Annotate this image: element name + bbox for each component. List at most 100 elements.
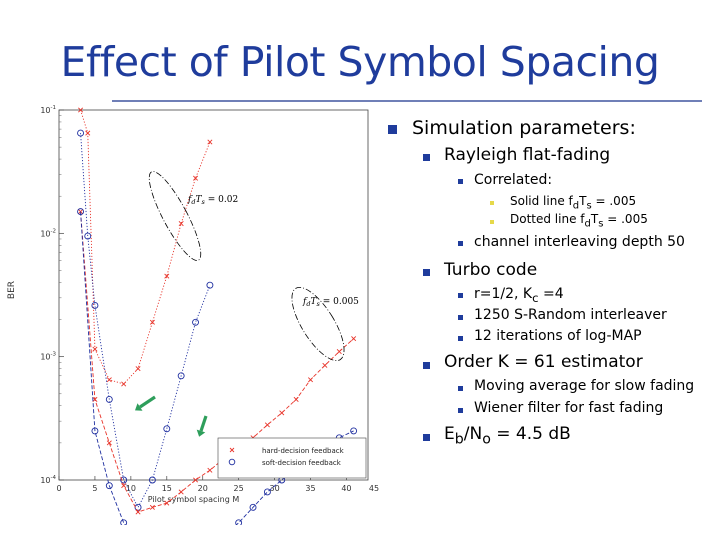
point-x-marker: [164, 273, 170, 279]
point-x-marker: [178, 221, 184, 227]
bullet-marker: [458, 386, 463, 391]
bullet-interleaving: channel interleaving depth 50: [474, 234, 685, 250]
bullet-marker: [458, 315, 463, 320]
bullet-marker: [388, 125, 397, 134]
y-tick-label: 10-1: [40, 105, 56, 115]
series-line-2: [80, 211, 354, 513]
y-tick-label: 10-3: [40, 352, 56, 362]
bullet-marker: [458, 179, 463, 184]
arrow-slow-fading: [139, 395, 156, 409]
x-tick-label: 15: [162, 484, 172, 493]
point-o-marker: [120, 476, 128, 484]
y-axis-label: BER: [7, 281, 17, 299]
bullet-marker: [490, 220, 494, 224]
point-o-marker: [91, 302, 99, 309]
point-o-marker: [148, 476, 156, 484]
point-x-marker: [135, 509, 141, 515]
point-o-marker: [192, 318, 199, 326]
point-o-marker: [206, 281, 214, 289]
bullet-estimator: Order K = 61 estimator: [444, 352, 643, 372]
bullet-correlated: Correlated:: [474, 172, 553, 188]
y-tick-label: 10-2: [40, 228, 56, 238]
bullet-marker: [423, 269, 430, 276]
point-x-marker: [164, 500, 170, 506]
bullet-marker: [458, 241, 463, 246]
ellipse-fdts-0005: [291, 286, 345, 362]
bullet-marker: [423, 154, 430, 161]
series-line-0: [80, 109, 211, 385]
point-x-marker: [106, 440, 112, 446]
point-x-marker: [149, 504, 155, 510]
legend-soft-label: soft-decision feedback: [262, 459, 342, 467]
point-x-marker: [135, 366, 141, 372]
point-o-marker: [163, 425, 171, 433]
point-x-marker: [85, 130, 91, 136]
point-x-marker: [178, 489, 184, 495]
point-x-marker: [121, 381, 127, 387]
bullet-marker: [458, 408, 463, 413]
point-x-marker: [264, 422, 270, 428]
point-o-marker: [249, 503, 257, 511]
point-x-marker: [307, 377, 314, 383]
point-o-marker: [91, 427, 99, 435]
point-x-marker: [92, 346, 98, 352]
point-x-marker: [193, 477, 199, 483]
plot-frame: [58, 109, 369, 481]
x-tick-label: 35: [305, 484, 315, 493]
point-o-marker: [263, 488, 271, 496]
point-x-marker: [78, 209, 84, 215]
x-axis-label: Pilot symbol spacing M: [148, 495, 240, 504]
bullet-marker: [490, 201, 494, 205]
bullet-rate: r=1/2, Kc =4: [474, 286, 564, 305]
bullet-marker: [423, 434, 430, 441]
x-tick-label: 0: [56, 484, 61, 493]
bullet-turbo: Turbo code: [444, 260, 538, 280]
title-rule: [112, 100, 702, 102]
label-fdts-0005: fdTs = 0.005: [302, 297, 359, 308]
x-tick-label: 30: [269, 484, 279, 493]
point-x-marker: [207, 139, 213, 145]
x-tick-label: 40: [341, 484, 351, 493]
bullet-marker: [458, 336, 463, 341]
legend-soft-marker: [228, 458, 236, 466]
bullet-wiener: Wiener filter for fast fading: [474, 400, 664, 416]
ber-chart: 0 5 10 15 20 25 30 35 40 45 10-1 10-2 10-3 10-4 Pilot …: [7, 105, 379, 525]
arrow-slow-fading-head: [135, 403, 143, 411]
bullet-solid-line: Solid line fdTs = .005: [510, 194, 637, 212]
point-x-marker: [293, 396, 299, 402]
point-o-marker: [84, 232, 92, 240]
x-tick-label: 20: [198, 484, 208, 493]
bullet-sim-params: Simulation parameters:: [412, 117, 636, 139]
arrow-fast-fading: [199, 415, 208, 432]
point-x-marker: [279, 410, 285, 416]
bullet-marker: [423, 362, 430, 369]
point-x-marker: [336, 349, 342, 355]
point-o-marker: [77, 208, 85, 216]
point-x-marker: [121, 483, 127, 489]
point-x-marker: [106, 377, 112, 383]
bullet-iterations: 12 iterations of log-MAP: [474, 328, 642, 344]
slide-title: Effect of Pilot Symbol Spacing: [60, 38, 660, 86]
x-tick-label: 5: [92, 484, 97, 493]
bullet-eb-no: Eb/No = 4.5 dB: [444, 424, 571, 448]
point-x-marker: [207, 467, 213, 473]
point-o-marker: [134, 503, 142, 511]
point-o-marker: [77, 129, 85, 137]
x-tick-label: 10: [126, 484, 136, 493]
point-x-marker: [92, 396, 98, 402]
point-o-marker: [120, 519, 128, 525]
arrow-fast-fading-head: [196, 429, 206, 437]
bullet-moving-avg: Moving average for slow fading: [474, 378, 695, 394]
bullet-interleaver: 1250 S-Random interleaver: [474, 307, 667, 323]
point-x-marker: [193, 175, 199, 181]
ellipse-fdts-002: [148, 171, 202, 261]
legend-hard-label: hard-decision feedback: [262, 447, 345, 455]
bullet-rayleigh: Rayleigh flat-fading: [444, 145, 611, 165]
y-tick-label: 10-4: [40, 475, 56, 485]
point-x-marker: [78, 107, 84, 113]
point-o-marker: [177, 372, 185, 380]
bullet-dotted-line: Dotted line fdTs = .005: [510, 212, 648, 230]
bullet-marker: [458, 293, 463, 298]
point-o-marker: [105, 395, 113, 403]
point-x-marker: [351, 336, 357, 342]
